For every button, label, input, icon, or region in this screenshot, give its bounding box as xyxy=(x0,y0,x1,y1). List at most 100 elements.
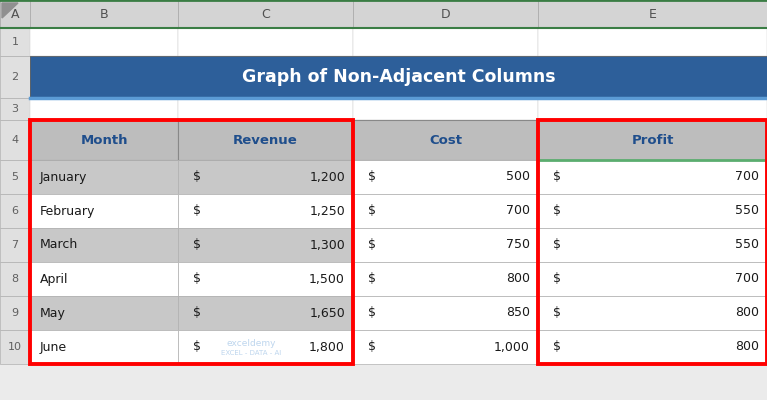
Text: $: $ xyxy=(553,204,561,218)
Text: 700: 700 xyxy=(506,204,530,218)
Text: 1: 1 xyxy=(12,37,18,47)
Bar xyxy=(0,0,30,28)
Bar xyxy=(178,262,353,296)
Text: $: $ xyxy=(553,238,561,252)
Bar xyxy=(30,330,178,364)
Text: Revenue: Revenue xyxy=(233,134,298,146)
Text: 700: 700 xyxy=(735,272,759,286)
Bar xyxy=(353,160,538,194)
Bar xyxy=(30,262,178,296)
Bar xyxy=(353,228,538,262)
Bar xyxy=(538,330,767,364)
Text: $: $ xyxy=(368,238,376,252)
Bar xyxy=(353,262,538,296)
Text: exceldemy: exceldemy xyxy=(227,338,276,348)
Bar xyxy=(353,0,538,28)
Text: $: $ xyxy=(553,306,561,320)
Text: $: $ xyxy=(553,340,561,354)
Bar xyxy=(178,160,353,194)
Text: C: C xyxy=(261,8,270,20)
Bar xyxy=(0,56,30,98)
Bar xyxy=(178,120,353,160)
Polygon shape xyxy=(2,3,18,18)
Bar xyxy=(30,194,178,228)
Bar xyxy=(30,98,178,120)
Text: January: January xyxy=(40,170,87,184)
Bar xyxy=(538,228,767,262)
Text: 5: 5 xyxy=(12,172,18,182)
Text: 2: 2 xyxy=(12,72,18,82)
Bar xyxy=(538,28,767,56)
Text: D: D xyxy=(441,8,450,20)
Text: 1,000: 1,000 xyxy=(494,340,530,354)
Bar xyxy=(353,98,538,120)
Text: 1,250: 1,250 xyxy=(309,204,345,218)
Bar xyxy=(0,330,30,364)
Bar xyxy=(178,194,353,228)
Text: $: $ xyxy=(553,170,561,184)
Bar xyxy=(353,120,538,160)
Text: 500: 500 xyxy=(506,170,530,184)
Bar xyxy=(178,330,353,364)
Bar xyxy=(178,228,353,262)
Bar xyxy=(538,120,767,364)
Text: $: $ xyxy=(368,306,376,320)
Text: $: $ xyxy=(553,272,561,286)
Text: 9: 9 xyxy=(12,308,18,318)
Bar xyxy=(538,160,767,194)
Text: June: June xyxy=(40,340,67,354)
Text: $: $ xyxy=(368,204,376,218)
Text: EXCEL - DATA - AI: EXCEL - DATA - AI xyxy=(222,350,281,356)
Text: $: $ xyxy=(193,340,201,354)
Text: February: February xyxy=(40,204,95,218)
Bar xyxy=(0,28,30,56)
Bar xyxy=(353,296,538,330)
Bar xyxy=(0,194,30,228)
Text: E: E xyxy=(649,8,657,20)
Text: 550: 550 xyxy=(735,238,759,252)
Text: $: $ xyxy=(368,170,376,184)
Text: 4: 4 xyxy=(12,135,18,145)
Text: Month: Month xyxy=(81,134,128,146)
Bar xyxy=(0,296,30,330)
Text: 850: 850 xyxy=(506,306,530,320)
Text: 550: 550 xyxy=(735,204,759,218)
Bar xyxy=(538,262,767,296)
Text: $: $ xyxy=(193,306,201,320)
Bar xyxy=(538,0,767,28)
Text: Cost: Cost xyxy=(429,134,462,146)
Text: Graph of Non-Adjacent Columns: Graph of Non-Adjacent Columns xyxy=(242,68,555,86)
Text: 10: 10 xyxy=(8,342,22,352)
Text: $: $ xyxy=(368,272,376,286)
Text: 7: 7 xyxy=(12,240,18,250)
Text: May: May xyxy=(40,306,66,320)
Bar xyxy=(538,296,767,330)
Text: 1,800: 1,800 xyxy=(309,340,345,354)
Bar xyxy=(538,120,767,160)
Text: $: $ xyxy=(193,204,201,218)
Text: 700: 700 xyxy=(735,170,759,184)
Text: 800: 800 xyxy=(735,306,759,320)
Text: 3: 3 xyxy=(12,104,18,114)
Bar xyxy=(353,194,538,228)
Bar xyxy=(30,296,178,330)
Text: April: April xyxy=(40,272,68,286)
Bar xyxy=(30,56,767,98)
Bar xyxy=(30,228,178,262)
Text: Profit: Profit xyxy=(631,134,673,146)
Bar xyxy=(0,160,30,194)
Bar xyxy=(30,120,353,364)
Text: 1,300: 1,300 xyxy=(309,238,345,252)
Text: 1,200: 1,200 xyxy=(309,170,345,184)
Text: 800: 800 xyxy=(735,340,759,354)
Text: 750: 750 xyxy=(506,238,530,252)
Text: 8: 8 xyxy=(12,274,18,284)
Bar xyxy=(353,330,538,364)
Bar xyxy=(178,28,353,56)
Bar xyxy=(178,0,353,28)
Bar xyxy=(538,98,767,120)
Bar xyxy=(30,160,178,194)
Text: B: B xyxy=(100,8,108,20)
Bar xyxy=(30,0,178,28)
Text: 6: 6 xyxy=(12,206,18,216)
